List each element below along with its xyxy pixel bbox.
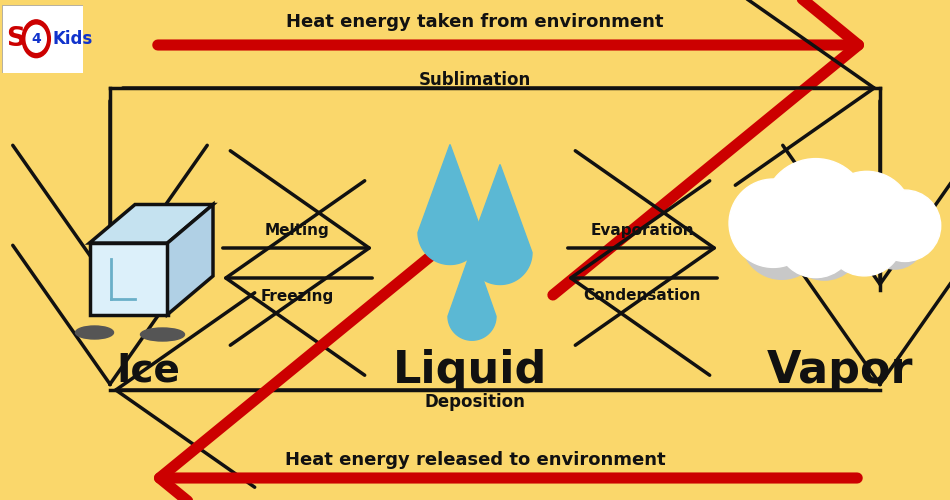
Text: Vapor: Vapor [767,348,913,392]
Polygon shape [468,164,532,284]
Text: S: S [6,26,25,52]
Polygon shape [448,248,496,340]
Text: Freezing: Freezing [260,288,333,304]
Polygon shape [167,204,213,314]
Polygon shape [418,144,482,264]
Circle shape [865,212,923,269]
Ellipse shape [141,328,184,341]
Text: Heat energy taken from environment: Heat energy taken from environment [286,13,664,31]
Text: Kids: Kids [52,30,92,48]
Circle shape [729,179,817,268]
Text: 4: 4 [31,32,41,46]
Circle shape [777,200,855,278]
Circle shape [741,198,823,280]
FancyBboxPatch shape [2,5,83,72]
Text: Sublimation: Sublimation [419,71,531,89]
Ellipse shape [75,326,113,339]
Circle shape [826,198,903,276]
Text: Melting: Melting [265,222,330,238]
Circle shape [763,158,868,264]
Text: Condensation: Condensation [583,288,701,304]
Text: Liquid: Liquid [392,348,547,392]
Circle shape [22,20,50,58]
Circle shape [869,190,940,262]
Text: Ice: Ice [116,351,180,389]
Polygon shape [89,204,213,243]
Circle shape [27,25,47,52]
Circle shape [830,204,898,272]
Text: Evaporation: Evaporation [590,222,694,238]
Text: Heat energy released to environment: Heat energy released to environment [285,451,665,469]
Circle shape [821,172,913,263]
Text: Deposition: Deposition [425,393,525,411]
Polygon shape [89,243,167,314]
Circle shape [787,206,862,280]
